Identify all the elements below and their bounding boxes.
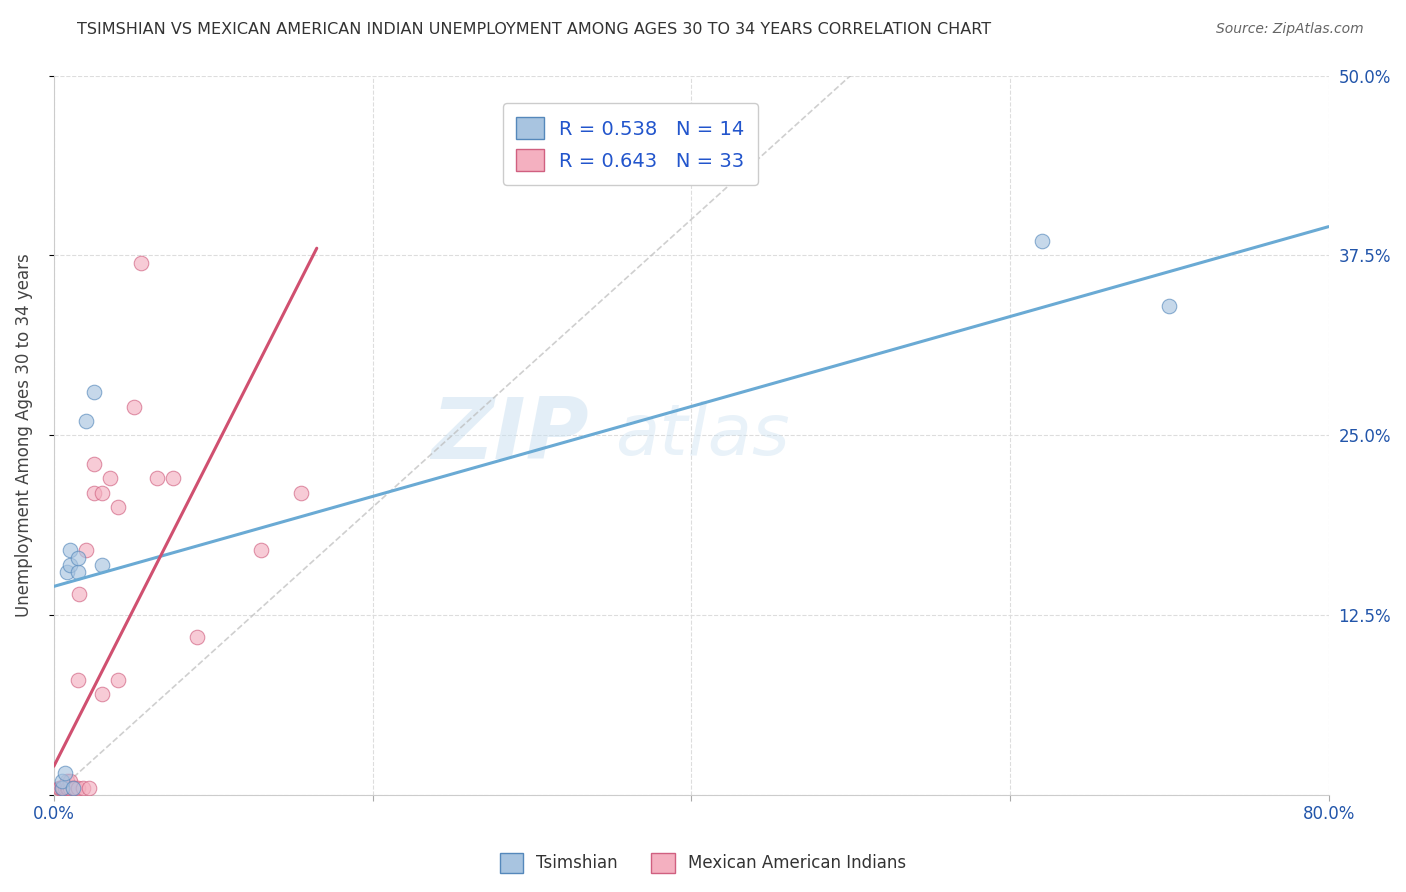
Point [48,780,70,795]
Point [83,385,105,400]
Point [62,780,84,795]
Point [122,400,145,414]
Legend: R = 0.538   N = 14, R = 0.643   N = 33: R = 0.538 N = 14, R = 0.643 N = 33 [503,103,758,186]
Point [75,543,97,558]
Point [59,543,82,558]
Point [75,414,97,428]
Point [59,773,82,788]
Text: TSIMSHIAN VS MEXICAN AMERICAN INDIAN UNEMPLOYMENT AMONG AGES 30 TO 34 YEARS CORR: TSIMSHIAN VS MEXICAN AMERICAN INDIAN UNE… [77,22,991,37]
Text: atlas: atlas [614,401,789,470]
Point [290,486,312,500]
Point [51,780,73,795]
Point [55,565,77,579]
Y-axis label: Unemployment Among Ages 30 to 34 years: Unemployment Among Ages 30 to 34 years [15,253,32,617]
Point [90,687,112,701]
Point [83,486,105,500]
Point [59,558,82,572]
Point [49,780,72,795]
Legend: Tsimshian, Mexican American Indians: Tsimshian, Mexican American Indians [494,847,912,880]
Point [90,486,112,500]
Point [53,780,76,795]
Point [107,500,129,515]
Point [1159,299,1181,313]
Point [107,673,129,687]
Text: ZIP: ZIP [432,393,589,477]
Point [67,586,90,600]
Point [55,780,77,795]
Text: Source: ZipAtlas.com: Source: ZipAtlas.com [1216,22,1364,37]
Point [51,780,73,795]
Point [51,780,73,795]
Point [62,780,84,795]
Point [162,471,184,485]
Point [66,550,89,565]
Point [250,543,273,558]
Point [63,780,86,795]
Point [53,766,76,780]
Point [131,255,153,269]
Point [146,471,169,485]
Point [59,780,82,795]
Point [72,780,94,795]
Point [90,558,112,572]
Point [77,780,100,795]
Point [66,673,89,687]
Point [52,780,75,795]
Point [1031,234,1053,248]
Point [186,630,208,644]
Point [98,471,121,485]
Point [66,565,89,579]
Point [55,773,77,788]
Point [83,457,105,471]
Point [51,773,73,788]
Point [56,780,79,795]
Point [66,780,89,795]
